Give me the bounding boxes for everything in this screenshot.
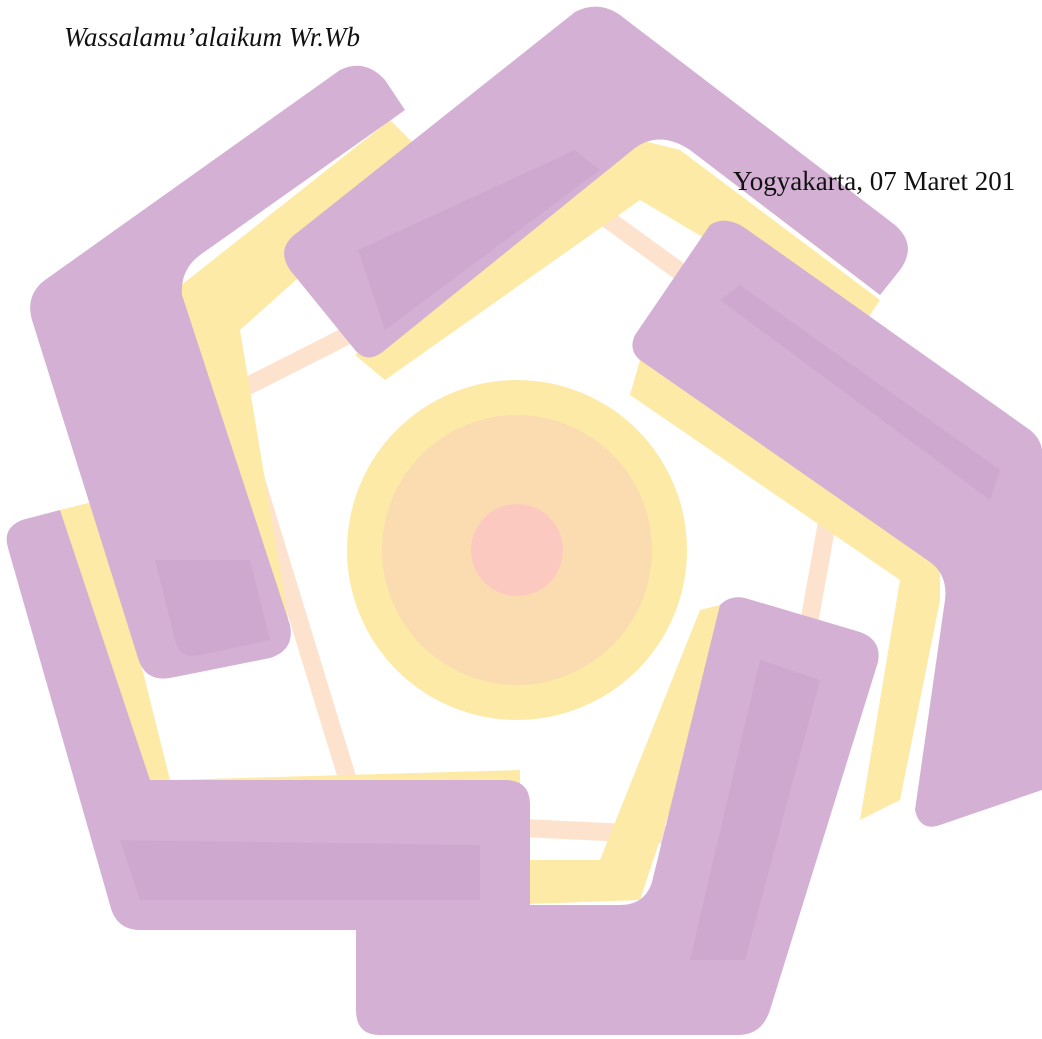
blade-upper-left xyxy=(30,65,406,679)
blade-lower-left xyxy=(6,510,531,930)
closing-greeting: Wassalamu’alaikum Wr.Wb xyxy=(64,22,361,52)
blade-right xyxy=(632,220,1042,827)
blade-top xyxy=(284,6,908,358)
place-date-line: Yogyakarta, 07 Maret 201 xyxy=(733,166,1016,196)
blade-shading xyxy=(120,150,1000,960)
purple-blades xyxy=(6,6,1042,1035)
center-circle-inner xyxy=(471,504,563,596)
